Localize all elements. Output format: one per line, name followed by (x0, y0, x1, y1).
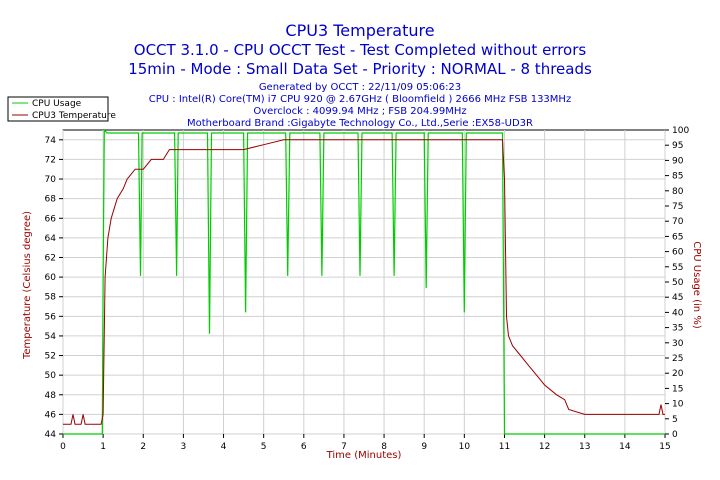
y-right-tick-label: 35 (672, 324, 683, 334)
y-left-tick-label: 68 (45, 195, 57, 205)
y-right-tick-label: 40 (672, 308, 684, 318)
y-right-tick-label: 70 (672, 217, 684, 227)
x-tick-label: 0 (60, 442, 66, 452)
y-right-tick-label: 45 (672, 293, 683, 303)
plot-area (62, 129, 666, 435)
y-right-tick-label: 75 (672, 202, 683, 212)
y-right-tick-label: 55 (672, 263, 683, 273)
x-tick-label: 4 (221, 442, 227, 452)
y-right-tick-label: 10 (672, 400, 684, 410)
y-right-tick-label: 65 (672, 232, 683, 242)
legend-label-cpu3-temperature: CPU3 Temperature (32, 111, 116, 121)
legend-label-cpu-usage: CPU Usage (32, 99, 82, 109)
ticks: 0 1 2 3 4 5 6 7 8 9 10 11 12 13 14 15444648505254565860… (45, 126, 690, 452)
y-left-tick-label: 58 (45, 293, 57, 303)
y-left-tick-label: 46 (45, 410, 57, 420)
legend-box (7, 96, 109, 122)
y-right-tick-label: 20 (672, 369, 684, 379)
y-left-tick-label: 62 (45, 253, 56, 263)
y-axis-right-label: CPU Usage (in %) (691, 241, 702, 329)
y-right-tick-label: 0 (672, 430, 678, 440)
info-line-3: Overclock : 4099.94 MHz ; FSB 204.99MHz (253, 106, 466, 117)
y-axis-left-label: Temperature (Celsius degree) (22, 211, 33, 360)
info-line-1: Generated by OCCT : 22/11/09 05:06:23 (259, 82, 461, 93)
y-right-tick-label: 50 (672, 278, 684, 288)
x-tick-label: 13 (579, 442, 590, 452)
x-tick-label: 15 (659, 442, 670, 452)
info-line-4: Motherboard Brand :Gigabyte Technology C… (187, 118, 533, 129)
y-right-tick-label: 60 (672, 248, 684, 258)
y-left-tick-label: 52 (45, 352, 56, 362)
y-right-tick-label: 80 (672, 187, 684, 197)
y-left-tick-label: 54 (45, 332, 57, 342)
x-axis-label: Time (Minutes) (326, 450, 402, 461)
y-left-tick-label: 60 (45, 273, 57, 283)
y-right-tick-label: 100 (672, 126, 689, 136)
y-left-tick-label: 64 (45, 234, 57, 244)
y-right-tick-label: 15 (672, 384, 683, 394)
x-tick-label: 1 (100, 442, 106, 452)
x-tick-label: 11 (499, 442, 510, 452)
y-right-tick-label: 90 (672, 156, 684, 166)
y-right-tick-label: 25 (672, 354, 683, 364)
y-left-tick-label: 72 (45, 155, 56, 165)
y-left-tick-label: 56 (45, 312, 57, 322)
y-left-tick-label: 48 (45, 391, 57, 401)
y-right-tick-label: 85 (672, 172, 683, 182)
x-tick-label: 7 (341, 442, 347, 452)
chart-subtitle-2: 15min - Mode : Small Data Set - Priority… (128, 60, 592, 78)
x-tick-label: 6 (301, 442, 307, 452)
y-left-tick-label: 50 (45, 371, 57, 381)
y-right-tick-label: 30 (672, 339, 684, 349)
chart-subtitle-1: OCCT 3.1.0 - CPU OCCT Test - Test Comple… (134, 41, 587, 59)
x-tick-label: 12 (539, 442, 550, 452)
x-tick-label: 10 (459, 442, 471, 452)
y-right-tick-label: 95 (672, 141, 683, 151)
series-line-cpu-usage (63, 128, 665, 435)
y-left-tick-label: 74 (45, 136, 57, 146)
y-left-tick-label: 66 (45, 214, 57, 224)
y-left-tick-label: 44 (45, 430, 57, 440)
y-left-tick-label: 70 (45, 175, 57, 185)
x-tick-label: 14 (619, 442, 631, 452)
series-line-cpu3-temperature (63, 139, 665, 425)
info-line-2: CPU : Intel(R) Core(TM) i7 CPU 920 @ 2.6… (149, 94, 571, 105)
x-tick-label: 2 (140, 442, 146, 452)
chart-title: CPU3 Temperature (285, 21, 434, 40)
x-tick-label: 3 (181, 442, 187, 452)
y-right-tick-label: 5 (672, 415, 678, 425)
legend: CPU Usage CPU3 Temperature (7, 96, 116, 122)
x-tick-label: 9 (421, 442, 427, 452)
x-tick-label: 5 (261, 442, 267, 452)
x-tick-label: 8 (381, 442, 387, 452)
series-layer (63, 128, 665, 435)
